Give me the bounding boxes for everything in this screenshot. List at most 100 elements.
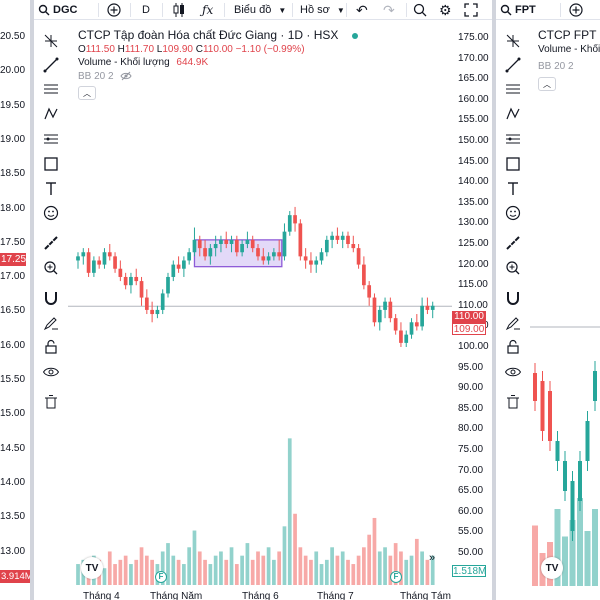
volume-bar xyxy=(229,547,234,585)
fib-icon xyxy=(506,134,520,144)
eye-off-icon[interactable] xyxy=(120,71,132,81)
event-badge-f[interactable]: F xyxy=(390,571,402,583)
trash-icon xyxy=(507,395,519,409)
secondary-tradingview-logo[interactable]: TV xyxy=(541,557,563,579)
profile-menu[interactable]: Hồ sơ ▼ xyxy=(300,0,345,20)
candle-body xyxy=(256,248,260,257)
tool-trend-line[interactable] xyxy=(41,55,61,75)
tool-pencil-lock[interactable] xyxy=(41,313,61,333)
volume-bar xyxy=(76,564,80,585)
chart-type-menu[interactable]: Biểu đồ ▼ xyxy=(234,0,286,20)
tool-trash[interactable] xyxy=(41,392,61,412)
tool-trash[interactable] xyxy=(503,392,523,412)
candle-body xyxy=(330,235,334,240)
fullscreen-button[interactable] xyxy=(464,0,478,20)
tool-rectangle[interactable] xyxy=(41,154,61,174)
left-price-label: 15.50 xyxy=(0,374,26,385)
tool-horizontal-lines[interactable] xyxy=(41,79,61,99)
tool-fib[interactable] xyxy=(503,129,523,149)
tool-zoom-in[interactable] xyxy=(503,258,523,278)
tool-pattern[interactable] xyxy=(503,104,523,124)
chevron-up-icon: ︿ xyxy=(543,79,551,89)
symbol-search[interactable]: FPT xyxy=(500,0,536,20)
tool-crosshair[interactable] xyxy=(503,31,523,51)
scroll-to-latest-button[interactable]: » xyxy=(428,552,436,564)
tool-magnet[interactable] xyxy=(41,288,61,308)
tool-emoji[interactable] xyxy=(503,203,523,223)
price-label: 160.00 xyxy=(458,93,489,105)
left-price-label: 13.00 xyxy=(0,545,26,557)
price-label: 60.00 xyxy=(458,505,484,517)
market-status-dot xyxy=(351,32,358,39)
tool-rectangle[interactable] xyxy=(503,154,523,174)
tool-lock[interactable] xyxy=(41,337,61,357)
candle-body xyxy=(160,293,165,310)
interval-button[interactable]: D xyxy=(142,4,150,16)
drawing-toolbar-secondary xyxy=(496,21,530,600)
candle-body xyxy=(298,223,303,257)
tool-pattern[interactable] xyxy=(41,104,61,124)
secondary-chart-canvas[interactable] xyxy=(530,21,600,600)
candle-body xyxy=(420,305,424,327)
open-label: O xyxy=(78,44,86,55)
left-price-label: 16.50 xyxy=(0,305,26,317)
volume-bar xyxy=(303,555,308,585)
tool-fib[interactable] xyxy=(41,129,61,149)
volume-bar xyxy=(356,555,361,585)
tool-eye[interactable] xyxy=(41,362,61,382)
candle-body xyxy=(118,268,123,277)
quick-search-button[interactable] xyxy=(413,0,427,20)
pane-divider-left[interactable] xyxy=(30,0,34,600)
rectangle-icon xyxy=(44,157,58,171)
tool-trend-line[interactable] xyxy=(503,55,523,75)
candle-body xyxy=(425,305,430,310)
tool-zoom-in[interactable] xyxy=(41,258,61,278)
candle-body xyxy=(430,305,435,310)
secondary-candle-body xyxy=(585,421,590,461)
secondary-collapse-legend-button[interactable]: ︿ xyxy=(538,77,556,91)
volume-bar xyxy=(166,543,170,585)
drawing-toolbar xyxy=(34,21,68,600)
tool-ruler[interactable] xyxy=(503,233,523,253)
volume-bar xyxy=(187,547,192,585)
tradingview-logo[interactable]: TV xyxy=(81,557,103,579)
tool-magnet[interactable] xyxy=(503,288,523,308)
compare-button[interactable] xyxy=(107,0,121,20)
tool-crosshair[interactable] xyxy=(41,31,61,51)
symbol-search[interactable]: DGC xyxy=(38,0,77,20)
collapse-legend-button[interactable]: ︿ xyxy=(78,86,96,100)
volume-bar xyxy=(250,559,255,585)
settings-button[interactable]: ⚙ xyxy=(439,0,452,20)
candle-body xyxy=(314,260,319,265)
tool-text[interactable] xyxy=(41,179,61,199)
left-price-label: 17.00 xyxy=(0,271,26,283)
tool-eye[interactable] xyxy=(503,362,523,382)
volume-bar xyxy=(272,559,276,585)
indicator-legend[interactable]: BB 20 2 xyxy=(78,71,132,82)
main-chart-canvas[interactable] xyxy=(68,21,452,590)
compare-button[interactable] xyxy=(569,0,583,20)
left-price-label: 18.50 xyxy=(0,168,26,180)
tool-pencil-lock[interactable] xyxy=(503,313,523,333)
trend-line-icon xyxy=(43,57,59,73)
candle-body xyxy=(81,252,86,257)
tool-text[interactable] xyxy=(503,179,523,199)
candlestick-icon xyxy=(173,3,184,17)
tool-ruler[interactable] xyxy=(41,233,61,253)
candle-body xyxy=(129,276,133,286)
redo-button[interactable]: ↷ xyxy=(383,2,395,18)
indicators-button[interactable]: ƒx xyxy=(202,3,214,17)
search-icon xyxy=(500,4,512,16)
volume-label: Volume - Khối lượng xyxy=(78,57,170,68)
event-badge-f[interactable]: F xyxy=(155,571,167,583)
undo-button[interactable]: ↶ xyxy=(356,2,368,18)
pane-divider-right[interactable] xyxy=(492,0,496,600)
chart-title-text: CTCP Tập đoàn Hóa chất Đức Giang · 1D · … xyxy=(78,28,339,42)
candle-body xyxy=(208,248,213,257)
candles-button[interactable] xyxy=(172,0,186,20)
tool-lock[interactable] xyxy=(503,337,523,357)
tool-emoji[interactable] xyxy=(41,203,61,223)
secondary-volume-bar xyxy=(562,536,568,586)
tool-horizontal-lines[interactable] xyxy=(503,79,523,99)
volume-bar xyxy=(266,547,271,585)
